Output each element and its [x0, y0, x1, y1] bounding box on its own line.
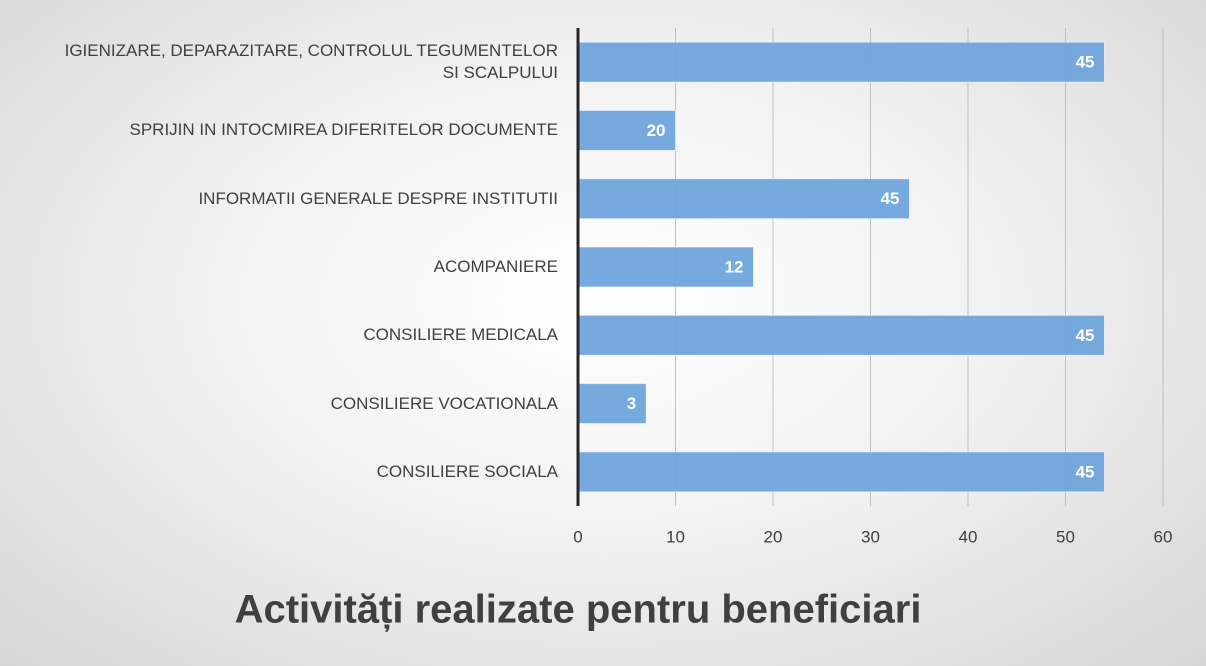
bar-label: 12 — [725, 257, 744, 276]
bar-label: 45 — [1076, 326, 1095, 345]
x-tick-label: 60 — [1154, 527, 1173, 546]
bar — [577, 383, 647, 425]
y-tick-label: SPRIJIN IN INTOCMIREA DIFERITELOR DOCUME… — [129, 120, 558, 140]
bar — [577, 109, 676, 151]
y-tick-label: CONSILIERE MEDICALA — [363, 325, 558, 345]
x-tick-label: 0 — [573, 527, 582, 546]
y-tick-label: CONSILIERE VOCATIONALA — [330, 393, 558, 413]
bar — [577, 451, 1105, 493]
bar-label: 45 — [881, 189, 900, 208]
bar-label: 45 — [1076, 462, 1095, 481]
y-tick-label: IGIENIZARE, DEPARAZITARE, CONTROLUL TEGU… — [64, 41, 558, 83]
bar-label: 45 — [1076, 53, 1095, 72]
chart-title: Activități realizate pentru beneficiari — [235, 588, 922, 632]
y-tick-label: ACOMPANIERE — [433, 257, 558, 276]
bar-label: 20 — [647, 121, 666, 140]
x-tick-label: 10 — [666, 527, 685, 546]
bar — [577, 41, 1105, 83]
x-tick-label: 30 — [861, 527, 880, 546]
bar — [577, 178, 910, 220]
bar — [577, 246, 754, 288]
y-tick-label: INFORMATII GENERALE DESPRE INSTITUTII — [198, 188, 558, 208]
y-tick-label: CONSILIERE SOCIALA — [376, 461, 558, 481]
bar — [577, 314, 1105, 356]
x-tick-label: 20 — [764, 527, 783, 546]
x-tick-label: 50 — [1056, 527, 1075, 546]
bar-label: 3 — [627, 394, 636, 413]
x-tick-label: 40 — [959, 527, 978, 546]
